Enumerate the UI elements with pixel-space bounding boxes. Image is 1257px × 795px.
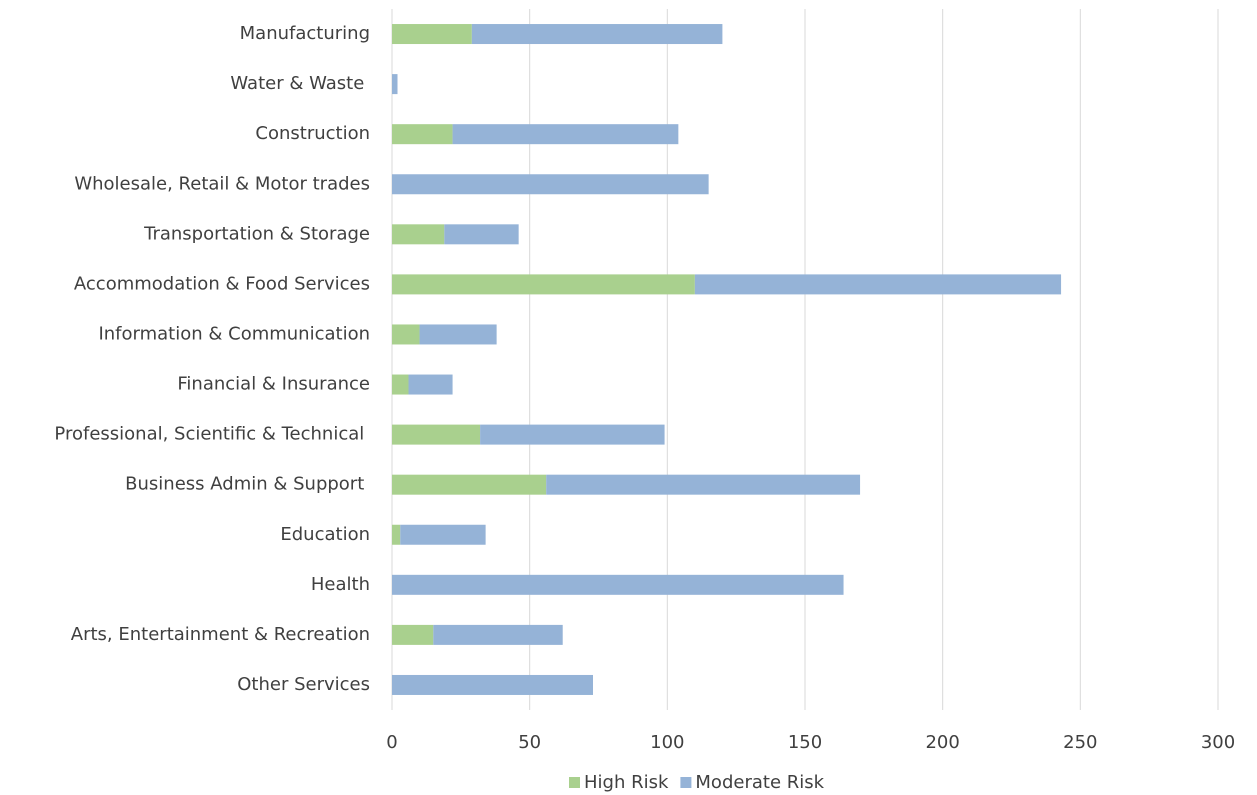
bar: [392, 124, 453, 145]
bar: [392, 224, 445, 245]
bar: [392, 474, 547, 495]
y-tick-label: Construction: [255, 123, 370, 144]
legend-label: Moderate Risk: [695, 772, 824, 793]
bar: [419, 324, 497, 345]
y-tick-label: Education: [280, 524, 370, 545]
bar: [392, 574, 844, 595]
x-tick-label: 50: [518, 732, 541, 753]
bar: [392, 374, 409, 395]
y-tick-label: Information & Communication: [98, 323, 370, 344]
y-tick-label: Other Services: [237, 674, 370, 695]
x-tick-label: 250: [1063, 732, 1097, 753]
y-tick-label: Health: [311, 574, 370, 595]
x-tick-label: 100: [650, 732, 684, 753]
x-tick-label: 150: [788, 732, 822, 753]
y-tick-label: Accommodation & Food Services: [74, 273, 370, 294]
bar: [392, 274, 695, 295]
bar: [444, 224, 519, 245]
x-tick-label: 0: [386, 732, 397, 753]
y-tick-label: Water & Waste: [230, 73, 370, 94]
bar: [480, 424, 665, 445]
bar: [392, 624, 434, 645]
y-tick-label: Manufacturing: [240, 23, 370, 44]
bar: [452, 124, 679, 145]
bar: [400, 524, 486, 545]
bar: [433, 624, 563, 645]
bar: [392, 24, 472, 45]
y-tick-label: Professional, Scientific & Technical: [54, 424, 370, 445]
bar: [694, 274, 1062, 295]
bar: [408, 374, 453, 395]
bar: [392, 424, 481, 445]
y-tick-label: Financial & Insurance: [177, 374, 370, 395]
x-tick-label: 300: [1201, 732, 1235, 753]
bar: [471, 24, 723, 45]
legend-label: High Risk: [584, 772, 669, 793]
legend-swatch: [680, 777, 692, 788]
y-tick-label: Arts, Entertainment & Recreation: [71, 624, 370, 645]
y-tick-label: Wholesale, Retail & Motor trades: [74, 173, 370, 194]
bar: [392, 174, 709, 195]
bar: [392, 74, 398, 95]
bar: [392, 674, 593, 695]
bar: [392, 324, 420, 345]
bar: [392, 524, 401, 545]
y-tick-label: Business Admin & Support: [125, 474, 370, 495]
legend-swatch: [569, 777, 580, 788]
bar: [546, 474, 861, 495]
y-tick-label: Transportation & Storage: [143, 223, 370, 244]
x-tick-label: 200: [925, 732, 959, 753]
